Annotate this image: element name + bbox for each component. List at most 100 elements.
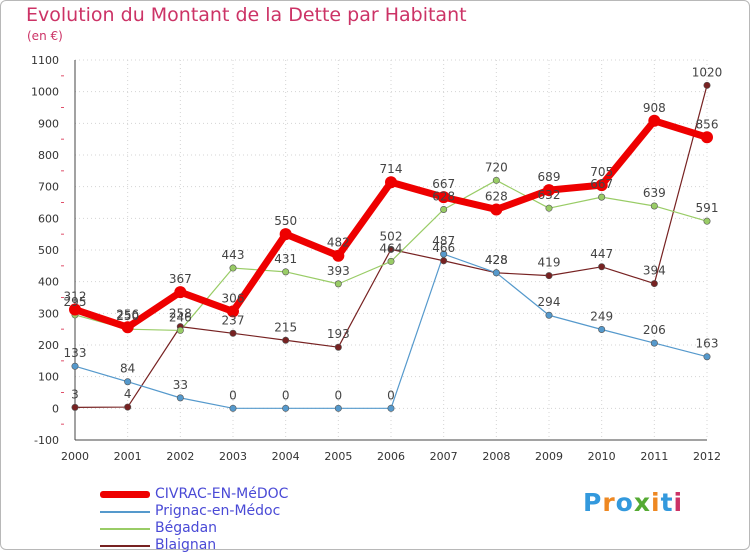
data-point [440, 257, 448, 265]
y-tick-label: 0 [52, 402, 59, 415]
logo-letter: x [633, 488, 651, 517]
legend-label: Blaignan [155, 537, 217, 553]
legend-swatch [100, 528, 150, 530]
legend-item-prignac: Prignac-en-Médoc [100, 503, 420, 520]
x-tick-label: 2007 [430, 450, 458, 463]
data-label: 394 [643, 264, 666, 278]
data-point [598, 263, 606, 271]
x-tick-label: 2012 [693, 450, 721, 463]
data-label: 428 [485, 253, 508, 267]
chart-legend: CIVRAC-EN-MéDOC Prignac-en-Médoc Bégadan… [100, 486, 420, 554]
data-label: 720 [485, 160, 508, 174]
legend-swatch [100, 491, 150, 498]
y-tick-label: 1000 [31, 86, 59, 99]
logo-letter: P [583, 488, 603, 517]
x-tick-label: 2000 [61, 450, 89, 463]
data-label: 312 [64, 290, 87, 304]
data-label: 0 [229, 388, 237, 402]
y-tick-label: 300 [38, 307, 59, 320]
data-point [174, 286, 187, 299]
data-label: 4 [124, 387, 132, 401]
data-point [69, 303, 81, 316]
y-tick-label: -100 [34, 434, 59, 447]
y-tick-label: 200 [38, 339, 59, 352]
legend-item-civrac: CIVRAC-EN-MéDOC [100, 486, 420, 503]
data-point [598, 193, 606, 201]
data-point [440, 250, 448, 258]
y-tick-label: 700 [38, 181, 59, 194]
y-tick-label: 900 [38, 117, 59, 130]
data-label: 84 [120, 362, 135, 376]
data-point [334, 280, 342, 288]
legend-item-begadan: Bégadan [100, 520, 420, 537]
data-label: 689 [538, 170, 561, 184]
data-label: 466 [432, 241, 455, 255]
y-tick-label: 1100 [31, 54, 59, 67]
data-label: 1020 [692, 65, 723, 79]
logo-letter: r [602, 488, 616, 517]
data-label: 628 [432, 189, 455, 203]
x-tick-label: 2003 [219, 450, 247, 463]
data-label: 246 [169, 310, 192, 324]
chart-title: Evolution du Montant de la Dette par Hab… [26, 4, 467, 26]
data-label: 133 [64, 346, 87, 360]
legend-swatch [100, 511, 150, 513]
data-label: 306 [222, 291, 245, 305]
data-label: 856 [696, 117, 719, 131]
data-label: 632 [538, 188, 561, 202]
data-point [648, 114, 661, 127]
data-point [650, 339, 658, 347]
data-label: 193 [327, 327, 350, 341]
data-point [282, 336, 290, 344]
data-label: 294 [538, 295, 561, 309]
data-point [229, 264, 237, 272]
data-point [282, 268, 290, 276]
data-point [545, 311, 553, 319]
data-point [121, 321, 134, 334]
data-label: 33 [173, 378, 188, 392]
data-point [703, 217, 711, 225]
legend-label: CIVRAC-EN-MéDOC [155, 486, 289, 502]
data-label: 431 [274, 252, 297, 266]
data-point [595, 179, 608, 192]
data-point [385, 176, 397, 189]
data-point [387, 245, 395, 253]
data-label: 393 [327, 264, 350, 278]
legend-item-blaignan: Blaignan [100, 537, 420, 554]
data-label: 206 [643, 323, 666, 337]
data-label: 367 [169, 272, 192, 286]
x-tick-label: 2006 [377, 450, 405, 463]
data-label: 550 [274, 214, 297, 228]
data-label: 705 [590, 165, 613, 179]
data-label: 502 [380, 229, 403, 243]
chart-subtitle: (en €) [27, 29, 63, 43]
data-label: 258 [169, 307, 192, 321]
data-point [492, 269, 500, 277]
data-label: 163 [696, 337, 719, 351]
data-point [701, 131, 713, 144]
data-point [282, 404, 290, 412]
x-tick-label: 2004 [272, 450, 300, 463]
data-label: 0 [387, 388, 395, 402]
data-label: 428 [485, 253, 508, 267]
data-point [543, 184, 555, 197]
data-label: 0 [282, 388, 290, 402]
x-tick-label: 2008 [482, 450, 510, 463]
y-tick-label: 100 [38, 371, 59, 384]
data-label: 714 [380, 162, 403, 176]
data-point [332, 249, 345, 262]
data-label: 249 [590, 309, 613, 323]
data-point [176, 326, 184, 334]
data-point [703, 81, 711, 89]
logo-letter: o [615, 488, 634, 517]
data-label: 256 [116, 307, 139, 321]
data-label: 295 [64, 295, 87, 309]
data-point [334, 343, 342, 351]
data-point [545, 272, 553, 280]
data-label: 237 [222, 313, 245, 327]
proxiti-logo: Proxiti [583, 488, 683, 517]
x-tick-label: 2001 [114, 450, 142, 463]
data-label: 667 [590, 177, 613, 191]
data-label: 443 [222, 248, 245, 262]
